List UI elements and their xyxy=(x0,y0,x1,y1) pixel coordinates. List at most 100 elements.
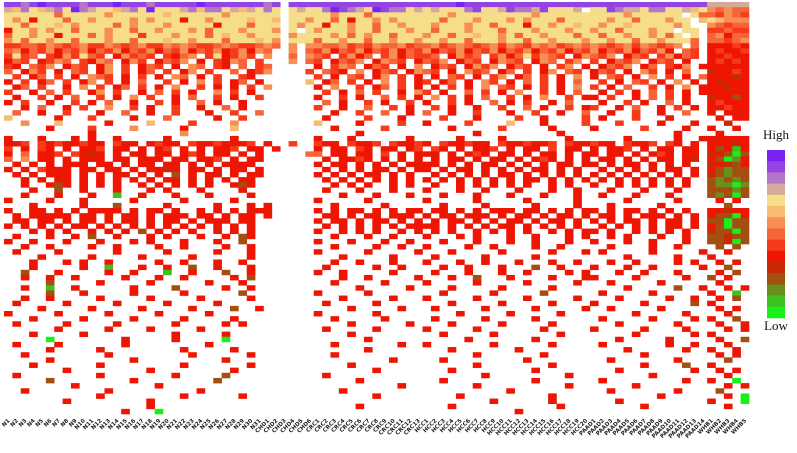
heatmap-cell xyxy=(715,2,725,8)
heatmap-cell xyxy=(598,68,607,75)
heatmap-cell xyxy=(640,68,649,75)
heatmap-cell xyxy=(514,408,524,415)
heatmap-cell xyxy=(221,357,231,363)
heatmap-cell xyxy=(589,274,599,281)
heatmap-cell xyxy=(497,22,507,29)
heatmap-cell xyxy=(389,233,398,240)
heatmap-cell xyxy=(615,367,624,374)
heatmap-cell xyxy=(355,48,365,54)
heatmap-cell xyxy=(447,12,457,18)
heatmap-cell xyxy=(179,238,189,245)
heatmap-cell xyxy=(154,99,164,106)
heatmap-cell xyxy=(556,213,566,219)
heatmap-cell xyxy=(179,213,189,219)
heatmap-cell xyxy=(322,177,331,183)
heatmap-cell xyxy=(246,2,256,8)
heatmap-cell xyxy=(472,22,482,29)
heatmap-cell xyxy=(506,48,515,54)
heatmap-cell xyxy=(70,274,80,281)
heatmap-cell xyxy=(606,43,616,49)
heatmap-cell xyxy=(673,269,683,276)
heatmap-cell xyxy=(380,146,390,152)
heatmap-cell xyxy=(422,48,432,54)
heatmap-cell xyxy=(682,58,691,65)
heatmap-cell xyxy=(497,12,507,18)
heatmap-cell xyxy=(171,192,181,198)
heatmap-cell xyxy=(673,79,683,85)
heatmap-cell xyxy=(514,259,524,265)
heatmap-cell xyxy=(246,161,256,168)
heatmap-cell xyxy=(656,110,666,116)
heatmap-cell xyxy=(188,305,197,312)
heatmap-cell xyxy=(589,171,599,178)
heatmap-cell xyxy=(45,58,55,65)
heatmap-cell xyxy=(656,2,666,8)
heatmap-cell xyxy=(104,99,114,106)
heatmap-cell xyxy=(121,156,130,162)
heatmap-cell xyxy=(255,17,264,23)
heatmap-cell xyxy=(606,68,616,75)
heatmap-cell xyxy=(12,2,22,8)
heatmap-cell xyxy=(4,58,13,65)
heatmap-cell xyxy=(305,38,315,44)
heatmap-cell xyxy=(104,388,114,394)
heatmap-cell xyxy=(238,43,248,49)
heatmap-cell xyxy=(188,63,197,70)
heatmap-cell xyxy=(171,208,181,214)
heatmap-cell xyxy=(615,336,624,343)
heatmap-cell xyxy=(439,331,448,338)
heatmap-cell xyxy=(389,43,398,49)
x-tick-label: N4 xyxy=(26,418,36,428)
heatmap-cell xyxy=(665,89,674,95)
heatmap-cell xyxy=(188,218,197,224)
heatmap-cell xyxy=(363,290,373,296)
heatmap-cell xyxy=(29,187,38,193)
heatmap-cell xyxy=(45,161,55,168)
heatmap-cell xyxy=(405,213,415,219)
heatmap-cell xyxy=(514,213,524,219)
heatmap-cell xyxy=(439,58,448,65)
heatmap-cell xyxy=(238,238,248,245)
heatmap-cell xyxy=(380,38,390,44)
heatmap-cell xyxy=(405,17,415,23)
heatmap-cell xyxy=(539,166,549,173)
heatmap-cell xyxy=(514,38,524,44)
heatmap-cell xyxy=(355,259,365,265)
heatmap-cell xyxy=(221,151,231,157)
heatmap-cell xyxy=(573,171,582,178)
heatmap-cell xyxy=(54,68,63,75)
heatmap-cell xyxy=(221,233,231,240)
heatmap-cell xyxy=(606,48,616,54)
heatmap-cell xyxy=(196,12,206,18)
heatmap-cell xyxy=(196,141,206,147)
heatmap-cell xyxy=(37,254,47,260)
heatmap-cell xyxy=(163,22,172,29)
heatmap-cell xyxy=(45,228,55,235)
heatmap-cell xyxy=(707,48,716,54)
heatmap-cell xyxy=(514,187,524,193)
heatmap-cell xyxy=(548,48,557,54)
heatmap-cell xyxy=(96,63,105,70)
heatmap-cell xyxy=(589,94,599,101)
heatmap-cell xyxy=(564,99,574,106)
legend-swatch xyxy=(767,228,785,240)
heatmap-cell xyxy=(615,398,624,404)
heatmap-cell xyxy=(573,53,582,59)
heatmap-cell xyxy=(740,63,750,70)
heatmap-cell xyxy=(355,89,365,95)
heatmap-cell xyxy=(623,347,633,353)
heatmap-cell xyxy=(464,17,474,23)
heatmap-cell xyxy=(539,151,549,157)
heatmap-cell xyxy=(37,218,47,224)
heatmap-cell xyxy=(397,43,407,49)
heatmap-cell xyxy=(715,197,725,204)
heatmap-cell xyxy=(573,259,582,265)
heatmap-cell xyxy=(397,341,407,348)
heatmap-cell xyxy=(389,22,398,29)
heatmap-cell xyxy=(648,43,658,49)
heatmap-cell xyxy=(121,146,130,152)
heatmap-cell xyxy=(715,305,725,312)
heatmap-cell xyxy=(171,58,181,65)
heatmap-cell xyxy=(715,130,725,137)
heatmap-cell xyxy=(581,228,591,235)
